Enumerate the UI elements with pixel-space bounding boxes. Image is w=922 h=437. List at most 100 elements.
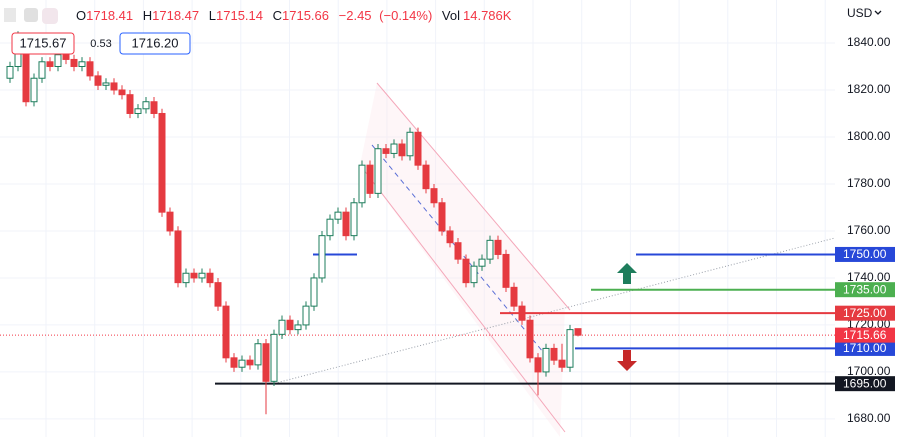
level-label-box bbox=[835, 246, 895, 262]
levels bbox=[0, 253, 835, 385]
value: 14.786K bbox=[463, 8, 512, 23]
candle-body bbox=[574, 328, 582, 336]
candle-body bbox=[550, 347, 558, 361]
candle-body bbox=[390, 143, 398, 154]
candle-body bbox=[374, 148, 382, 194]
label: H bbox=[143, 8, 152, 23]
candle-body bbox=[470, 265, 478, 284]
candle-body bbox=[366, 164, 374, 194]
candle-body bbox=[86, 61, 94, 77]
level-label-box bbox=[835, 340, 895, 356]
candle-body bbox=[166, 211, 174, 232]
candle-body bbox=[518, 305, 526, 321]
candle-body bbox=[326, 218, 334, 237]
candle-body bbox=[422, 164, 430, 190]
candle-body bbox=[486, 239, 494, 260]
candle-body bbox=[262, 343, 270, 382]
candle-body bbox=[318, 235, 326, 279]
candle-body bbox=[382, 148, 390, 154]
candle-body bbox=[270, 333, 278, 382]
down-arrow bbox=[617, 350, 637, 371]
level-label: 1695.00 bbox=[843, 376, 887, 390]
candle-body bbox=[190, 272, 198, 279]
candle-body bbox=[46, 61, 54, 67]
candle-body bbox=[526, 319, 534, 359]
label: O bbox=[76, 8, 86, 23]
candle-body bbox=[222, 305, 230, 359]
value: 1715.66 bbox=[282, 8, 329, 23]
candle-body bbox=[494, 239, 502, 255]
ask: 1716.20 bbox=[132, 35, 179, 50]
last-price-box bbox=[835, 327, 895, 343]
ohlc-header: O1718.41 H1718.47 L1715.14 C1715.66 −2.4… bbox=[76, 8, 512, 23]
label: Vol bbox=[442, 8, 460, 23]
icon bbox=[42, 8, 58, 24]
candle-body bbox=[566, 329, 574, 368]
candle-body bbox=[462, 258, 470, 284]
y-tick-label: 1800.00 bbox=[847, 129, 891, 143]
candle-body bbox=[30, 77, 38, 103]
candle-body bbox=[206, 272, 214, 284]
y-tick-label: 1700.00 bbox=[847, 364, 891, 378]
candle-body bbox=[294, 324, 302, 331]
level-label-box bbox=[835, 376, 895, 392]
y-tick-label: 1740.00 bbox=[847, 270, 891, 284]
label: L bbox=[209, 8, 216, 23]
candle-body bbox=[78, 61, 86, 67]
change-pct: (−0.14%) bbox=[379, 8, 432, 23]
candle-body bbox=[430, 188, 438, 204]
label: C bbox=[273, 8, 282, 23]
level-label-box bbox=[835, 282, 895, 298]
spread: 0.53 bbox=[90, 38, 111, 50]
candle-body bbox=[246, 359, 254, 366]
candle-body bbox=[94, 75, 102, 86]
y-tick-label: 1780.00 bbox=[847, 176, 891, 190]
candle-body bbox=[126, 94, 134, 114]
level-label: 1725.00 bbox=[843, 306, 887, 320]
candle-body bbox=[150, 101, 158, 114]
icon bbox=[4, 8, 16, 22]
level-label: 1710.00 bbox=[843, 341, 887, 355]
candles bbox=[6, 31, 582, 415]
candle-body bbox=[542, 347, 550, 373]
ask-box[interactable] bbox=[119, 32, 191, 55]
candle-body bbox=[110, 82, 118, 91]
price-axis: 1680.001700.001720.001740.001760.001780.… bbox=[847, 35, 891, 425]
candle-body bbox=[38, 61, 46, 79]
chevron bbox=[874, 10, 882, 15]
candle-body bbox=[334, 211, 342, 220]
bid-box[interactable] bbox=[11, 32, 75, 55]
currency[interactable]: USD bbox=[847, 6, 873, 20]
candle-body bbox=[174, 230, 182, 284]
candle-body bbox=[414, 131, 422, 166]
candle-body bbox=[278, 319, 286, 335]
candle-body bbox=[406, 131, 414, 157]
candle-body bbox=[398, 143, 406, 157]
candle-body bbox=[254, 343, 262, 366]
candle-body bbox=[198, 272, 206, 279]
level-label-box bbox=[835, 305, 895, 321]
trend-line bbox=[271, 237, 836, 385]
up-arrow bbox=[617, 263, 637, 284]
candle-body bbox=[158, 112, 166, 213]
candle-body bbox=[230, 357, 238, 368]
candle-body bbox=[438, 202, 446, 232]
candle-body bbox=[6, 65, 14, 79]
candle-body bbox=[142, 101, 150, 110]
candle-body bbox=[454, 242, 462, 260]
channel-lower bbox=[359, 164, 566, 433]
last-price-label: 1715.66 bbox=[843, 328, 887, 342]
icon bbox=[24, 8, 38, 22]
candle-body bbox=[22, 47, 30, 103]
candle-body bbox=[302, 305, 310, 326]
candle-body bbox=[182, 272, 190, 284]
candle-body bbox=[478, 258, 486, 267]
candle-body bbox=[310, 277, 318, 307]
channel-upper bbox=[376, 82, 571, 311]
candle-body bbox=[350, 202, 358, 237]
grid bbox=[0, 0, 835, 437]
value: 1715.14 bbox=[216, 8, 263, 23]
candle-body bbox=[502, 253, 510, 288]
candle-body bbox=[118, 89, 126, 96]
